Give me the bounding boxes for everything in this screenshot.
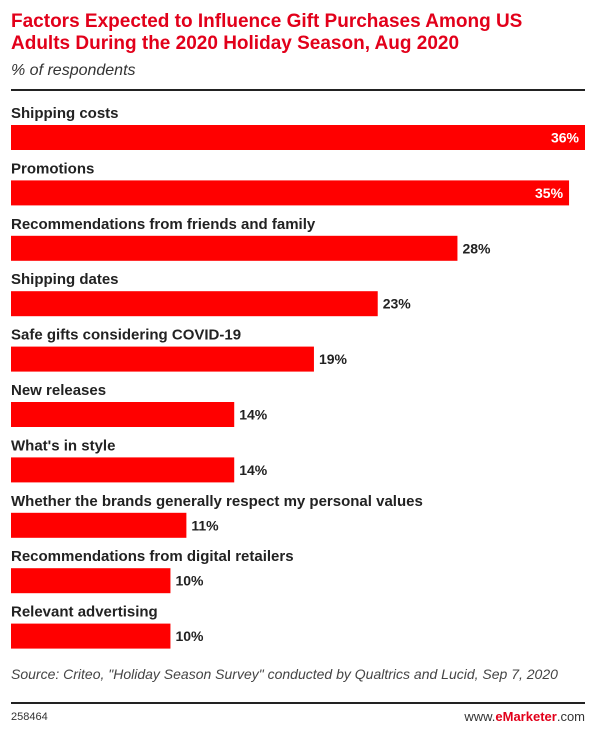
bar — [11, 346, 314, 372]
bar — [11, 623, 171, 649]
bar — [11, 402, 235, 427]
bar — [11, 291, 378, 317]
chart-subtitle: % of respondents — [11, 62, 136, 79]
value-label: 23% — [383, 296, 412, 312]
source-note: Source: Criteo, "Holiday Season Survey" … — [11, 666, 558, 682]
category-label: Safe gifts considering COVID-19 — [11, 327, 241, 344]
value-label: 10% — [175, 573, 204, 589]
brand-name: eMarketer — [495, 709, 557, 724]
bar — [11, 235, 458, 261]
category-label: Recommendations from friends and family — [11, 216, 316, 233]
category-label: Relevant advertising — [11, 604, 158, 621]
top-divider — [11, 89, 585, 91]
category-label: Recommendations from digital retailers — [11, 548, 294, 565]
value-label: 28% — [462, 240, 491, 256]
category-label: Promotions — [11, 160, 94, 177]
chart-title: Factors Expected to Influence Gift Purch… — [11, 11, 523, 54]
value-label: 35% — [535, 185, 564, 201]
bar — [11, 180, 570, 206]
brand-suffix: .com — [556, 709, 585, 724]
value-label: 10% — [175, 628, 204, 644]
bar — [11, 125, 585, 150]
category-label: Shipping costs — [11, 105, 119, 122]
bottom-divider — [11, 702, 585, 704]
brand-prefix: www. — [464, 709, 496, 724]
category-label: New releases — [11, 382, 106, 399]
brand-credit[interactable]: www.eMarketer.com — [464, 709, 585, 724]
category-label: Shipping dates — [11, 271, 119, 288]
value-label: 14% — [239, 462, 268, 478]
category-label: Whether the brands generally respect my … — [11, 493, 423, 510]
chart-id: 258464 — [11, 711, 48, 723]
bar — [11, 457, 235, 483]
value-label: 36% — [551, 130, 580, 146]
value-label: 19% — [319, 351, 348, 367]
value-label: 14% — [239, 407, 268, 423]
bar — [11, 512, 187, 538]
bar — [11, 568, 171, 594]
category-label: What's in style — [11, 437, 115, 454]
value-label: 11% — [191, 517, 219, 533]
